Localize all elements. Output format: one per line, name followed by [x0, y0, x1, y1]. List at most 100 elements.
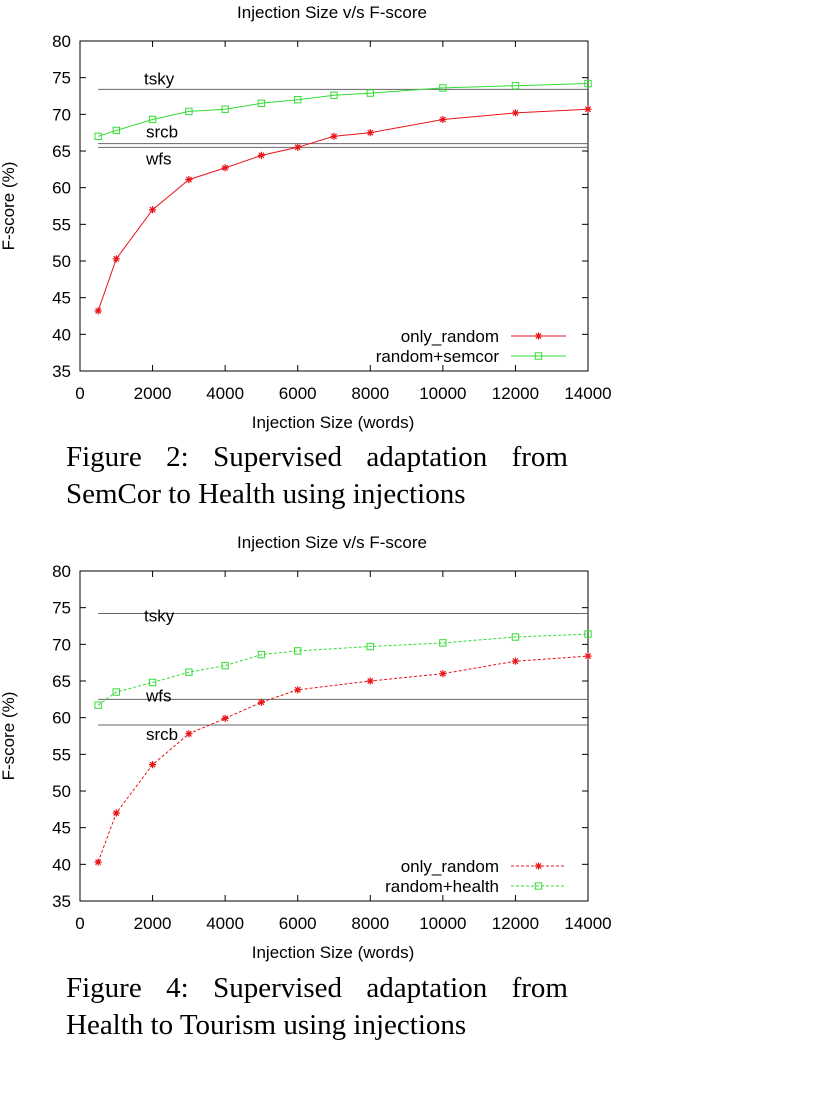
y-tick-label: 55 — [52, 745, 71, 764]
data-point-only_random — [221, 714, 229, 722]
data-point-random+semcor — [366, 89, 374, 97]
y-tick-label: 80 — [52, 32, 71, 51]
data-point-only_random — [366, 129, 374, 137]
x-tick-label: 14000 — [564, 384, 611, 403]
y-tick-label: 50 — [52, 252, 71, 271]
reference-label-wfs: wfs — [145, 686, 172, 705]
data-point-only_random — [112, 255, 120, 263]
data-point-random+health — [584, 630, 592, 638]
x-tick-label: 14000 — [564, 914, 611, 933]
y-tick-label: 55 — [52, 215, 71, 234]
data-point-random+semcor — [94, 132, 102, 141]
data-point-random+health — [185, 668, 193, 676]
data-point-random+semcor — [294, 95, 302, 104]
x-tick-label: 2000 — [134, 914, 172, 933]
data-point-only_random — [330, 132, 338, 140]
data-point-random+health — [221, 661, 229, 670]
data-point-random+semcor — [185, 107, 193, 116]
data-point-only_random — [112, 809, 120, 817]
x-tick-label: 4000 — [206, 914, 244, 933]
data-point-only_random — [185, 176, 193, 184]
y-tick-label: 75 — [52, 69, 71, 88]
x-tick-label: 8000 — [351, 914, 389, 933]
y-tick-label: 60 — [52, 179, 71, 198]
y-tick-label: 65 — [52, 672, 71, 691]
x-tick-label: 12000 — [492, 914, 539, 933]
data-point-only_random — [439, 670, 447, 678]
data-point-only_random — [439, 115, 447, 124]
data-point-random+health — [94, 701, 102, 709]
y-tick-label: 45 — [52, 289, 71, 308]
x-tick-label: 2000 — [134, 384, 172, 403]
reference-label-srcb: srcb — [146, 123, 178, 142]
reference-label-srcb: srcb — [146, 725, 178, 744]
data-point-random+health — [511, 633, 520, 641]
data-point-random+semcor — [221, 105, 229, 113]
x-tick-label: 6000 — [279, 384, 317, 403]
data-point-only_random — [257, 151, 266, 159]
data-point-random+health — [439, 639, 447, 647]
data-point-random+health — [294, 647, 302, 655]
data-point-random+health — [366, 642, 374, 651]
y-axis-label: F-score (%) — [0, 162, 18, 251]
data-point-only_random — [185, 730, 193, 738]
legend-marker-random+health — [534, 882, 543, 890]
y-tick-label: 75 — [52, 599, 71, 618]
x-tick-label: 0 — [75, 914, 84, 933]
data-point-random+health — [112, 688, 120, 696]
y-tick-label: 70 — [52, 635, 71, 654]
series-line-only_random — [97, 108, 589, 312]
data-point-only_random — [511, 109, 520, 117]
data-point-only_random — [94, 858, 102, 866]
y-tick-label: 40 — [52, 855, 71, 874]
y-tick-label: 45 — [52, 819, 71, 838]
data-point-only_random — [584, 652, 592, 660]
series-line-random+semcor — [97, 83, 589, 137]
figure-2-caption: Figure 2: Supervised adaptation from Sem… — [66, 441, 568, 510]
x-tick-label: 6000 — [279, 914, 317, 933]
y-tick-label: 35 — [52, 362, 71, 381]
x-tick-label: 0 — [75, 384, 84, 403]
y-axis-label: F-score (%) — [0, 692, 18, 781]
data-point-only_random — [511, 657, 520, 665]
y-tick-label: 35 — [52, 892, 71, 911]
data-point-random+semcor — [439, 84, 447, 92]
chart-title: Injection Size v/s F-score — [237, 533, 427, 552]
x-axis-label: Injection Size (words) — [252, 413, 415, 432]
data-point-random+semcor — [257, 99, 266, 108]
data-point-random+semcor — [584, 79, 592, 88]
chart-title: Injection Size v/s F-score — [237, 3, 427, 22]
legend-marker-only_random — [534, 862, 543, 870]
plot-frame — [79, 40, 589, 372]
x-tick-label: 10000 — [419, 384, 466, 403]
x-tick-label: 8000 — [351, 384, 389, 403]
data-point-random+semcor — [330, 91, 338, 99]
y-tick-label: 50 — [52, 782, 71, 801]
y-tick-label: 65 — [52, 142, 71, 161]
data-point-only_random — [294, 686, 302, 694]
x-tick-label: 4000 — [206, 384, 244, 403]
reference-label-wfs: wfs — [145, 149, 172, 168]
series-line-random+health — [97, 633, 589, 706]
legend-label-random+semcor: random+semcor — [376, 347, 500, 366]
legend-marker-random+semcor — [534, 352, 543, 360]
legend-marker-only_random — [534, 332, 543, 340]
y-tick-label: 70 — [52, 105, 71, 124]
x-tick-label: 12000 — [492, 384, 539, 403]
data-point-only_random — [94, 307, 102, 315]
data-point-only_random — [584, 105, 592, 113]
y-tick-label: 60 — [52, 709, 71, 728]
x-tick-label: 10000 — [419, 914, 466, 933]
data-point-random+health — [148, 678, 157, 687]
data-point-random+health — [257, 650, 266, 659]
data-point-only_random — [148, 206, 157, 214]
chart-health-to-tourism: Injection Size v/s F-score 35 40 45 50 55 60 65… — [0, 533, 612, 962]
x-axis-label: Injection Size (words) — [252, 943, 415, 962]
data-point-only_random — [257, 698, 266, 706]
y-tick-label: 40 — [52, 325, 71, 344]
data-point-only_random — [221, 164, 229, 172]
plot-frame — [79, 570, 589, 902]
data-point-random+semcor — [148, 115, 157, 124]
legend-label-only_random: only_random — [401, 857, 499, 876]
data-point-random+semcor — [112, 126, 120, 135]
